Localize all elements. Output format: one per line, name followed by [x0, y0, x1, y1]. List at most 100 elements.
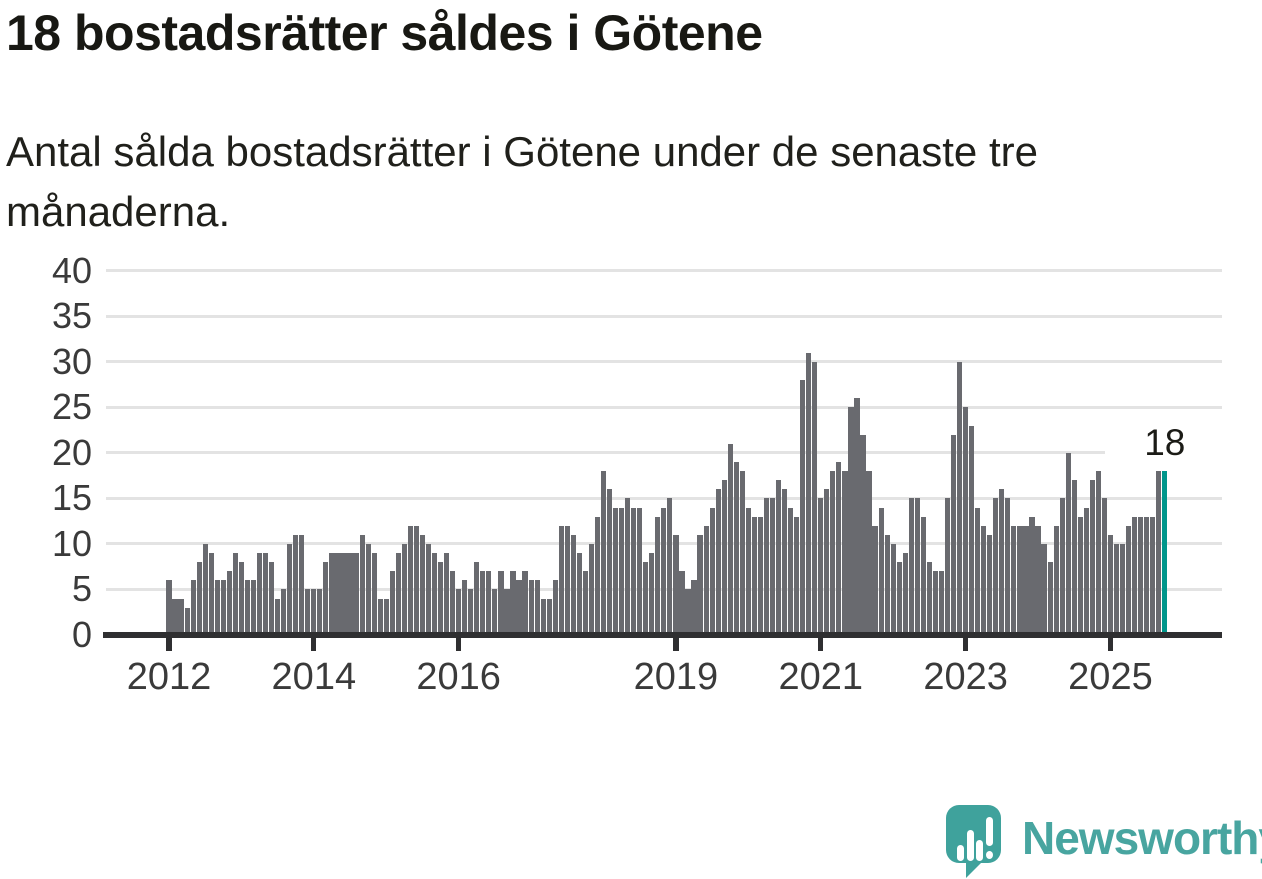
- bar-2016-08: [498, 571, 504, 633]
- bar-2014-06: [341, 553, 347, 633]
- bar-2013-01: [238, 562, 244, 633]
- bar-2023-08: [1005, 498, 1011, 633]
- bar-2012-05: [190, 580, 196, 633]
- bar-chart-icon: [957, 845, 964, 861]
- bar-2022-07: [926, 562, 932, 633]
- bar-2018-04: [619, 507, 625, 633]
- bar-2020-11: [806, 352, 812, 633]
- chart-title: 18 bostadsrätter såldes i Götene: [6, 5, 763, 61]
- bar-2020-06: [775, 480, 782, 633]
- bar-2018-05: [625, 498, 631, 633]
- bar-2018-12: [667, 498, 673, 633]
- x-axis-tick-2019: [673, 637, 679, 651]
- bar-2016-07: [492, 589, 498, 633]
- bar-2020-07: [781, 489, 788, 633]
- bar-2021-11: [878, 507, 884, 633]
- bar-2018-09: [649, 553, 655, 633]
- bar-2020-04: [763, 498, 770, 633]
- bar-2019-11: [733, 462, 739, 633]
- bar-2020-05: [769, 498, 776, 633]
- bar-2013-11: [299, 534, 305, 633]
- bar-2021-02: [824, 489, 830, 633]
- bar-2022-05: [914, 498, 920, 633]
- bar-2015-09: [431, 553, 438, 633]
- bar-2024-08: [1077, 516, 1083, 633]
- bar-2018-08: [643, 562, 649, 633]
- bar-2012-07: [202, 543, 208, 633]
- bar-2015-11: [444, 553, 450, 633]
- bar-2019-04: [691, 580, 697, 633]
- y-axis-label-40: 40: [51, 249, 92, 291]
- bar-2015-06: [413, 525, 420, 633]
- exclamation-dot-icon: [985, 851, 993, 859]
- bar-2023-07: [999, 489, 1005, 633]
- bar-2024-02: [1041, 543, 1047, 633]
- bar-2024-04: [1053, 525, 1059, 633]
- bar-2024-10: [1089, 480, 1095, 633]
- x-axis-tick-2016: [456, 637, 462, 651]
- bar-2017-08: [570, 534, 576, 633]
- bar-2020-10: [800, 380, 806, 633]
- bar-2016-05: [480, 571, 486, 633]
- bar-2016-09: [504, 589, 510, 633]
- bar-2020-02: [751, 516, 757, 633]
- bar-2017-10: [582, 571, 588, 633]
- bar-2019-06: [703, 525, 709, 633]
- bar-2016-01: [456, 589, 462, 633]
- bar-2021-08: [860, 434, 866, 633]
- bar-2012-04: [184, 607, 190, 633]
- bar-2013-12: [305, 589, 311, 633]
- bar-2014-08: [353, 553, 359, 633]
- bar-2013-02: [244, 580, 251, 633]
- bar-2023-09: [1011, 525, 1017, 633]
- x-axis-tick-2025: [1107, 637, 1114, 651]
- y-axis-label-25: 25: [51, 386, 92, 428]
- x-axis-label-2016: 2016: [416, 656, 501, 698]
- bar-2024-03: [1047, 562, 1053, 633]
- bar-2023-06: [993, 498, 999, 633]
- bar-2013-07: [275, 598, 281, 633]
- bar-2015-10: [437, 562, 444, 633]
- chart-subtitle: Antal sålda bostadsrätter i Götene under…: [6, 128, 1038, 235]
- bar-2024-11: [1095, 471, 1101, 633]
- bar-2017-12: [594, 516, 601, 633]
- newsworthy-logo-bubble-icon: [946, 805, 1001, 863]
- bar-2013-08: [281, 589, 287, 633]
- bar-2013-09: [287, 543, 293, 633]
- y-axis-label-10: 10: [51, 522, 92, 564]
- bar-2014-11: [371, 553, 377, 633]
- bar-2022-12: [956, 361, 963, 633]
- bar-2017-04: [546, 598, 552, 633]
- gridline-40: [106, 269, 1222, 273]
- bar-2021-09: [866, 471, 872, 633]
- bar-2015-02: [389, 571, 395, 633]
- highlight-value-label: 18: [1104, 421, 1225, 466]
- bar-2025-06: [1138, 516, 1144, 633]
- bar-2020-08: [788, 507, 794, 633]
- bar-2025-07: [1144, 516, 1150, 633]
- bar-2025-02: [1113, 543, 1120, 633]
- bar-2021-12: [884, 534, 890, 633]
- bar-2015-07: [419, 534, 426, 633]
- bar-chart-icon: [976, 840, 983, 861]
- bar-2013-10: [293, 534, 299, 633]
- bar-2024-05: [1059, 498, 1065, 633]
- x-axis-line: [103, 632, 1222, 638]
- bar-2016-03: [468, 589, 474, 633]
- bar-2022-10: [944, 498, 951, 633]
- gridline-15: [106, 496, 1222, 500]
- bar-2025-09: [1156, 471, 1162, 633]
- bar-2025-10: [1162, 471, 1168, 633]
- bar-2017-05: [552, 580, 558, 633]
- bar-2013-06: [268, 562, 275, 633]
- bar-chart-icon: [966, 830, 974, 861]
- bar-2019-02: [679, 571, 685, 633]
- bar-2023-11: [1023, 525, 1029, 633]
- bar-2020-12: [812, 361, 818, 633]
- bar-2018-07: [637, 507, 643, 633]
- bar-2025-08: [1150, 516, 1156, 633]
- bar-2016-02: [462, 580, 468, 633]
- bar-2024-06: [1065, 452, 1071, 633]
- y-axis-label-15: 15: [51, 477, 92, 519]
